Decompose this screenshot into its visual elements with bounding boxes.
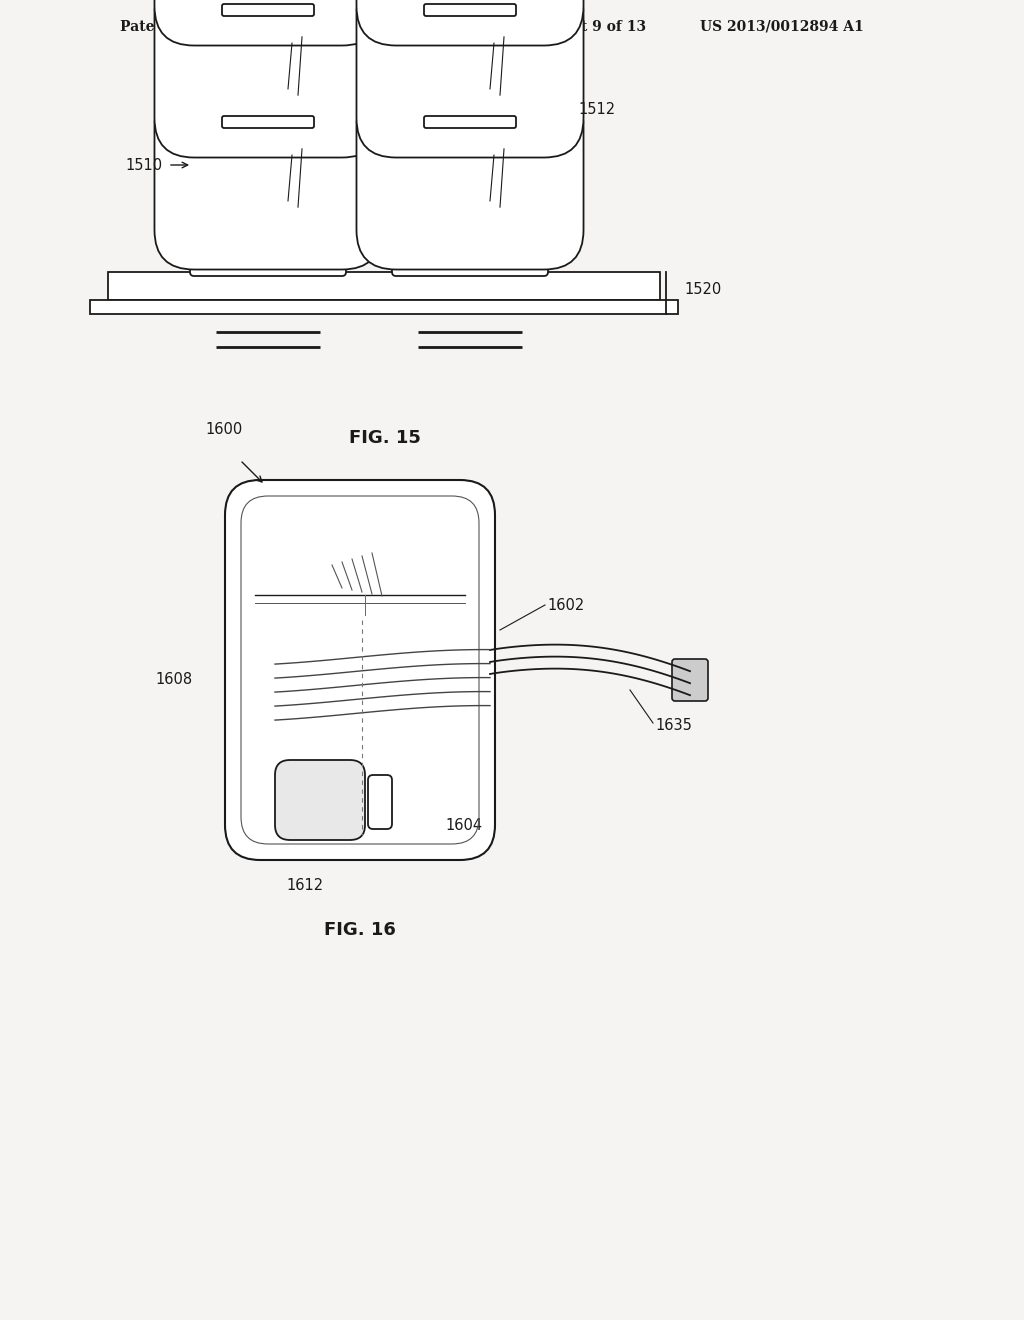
Text: Jan. 10, 2013  Sheet 9 of 13: Jan. 10, 2013 Sheet 9 of 13	[430, 20, 646, 34]
FancyBboxPatch shape	[392, 226, 548, 276]
FancyBboxPatch shape	[275, 760, 365, 840]
FancyBboxPatch shape	[222, 4, 314, 16]
FancyBboxPatch shape	[356, 0, 584, 45]
FancyBboxPatch shape	[155, 0, 382, 157]
FancyBboxPatch shape	[356, 87, 584, 269]
FancyBboxPatch shape	[155, 0, 382, 45]
Text: US 2013/0012894 A1: US 2013/0012894 A1	[700, 20, 864, 34]
Text: FIG. 15: FIG. 15	[349, 429, 421, 447]
Text: 1520: 1520	[684, 281, 721, 297]
FancyBboxPatch shape	[424, 116, 516, 128]
FancyBboxPatch shape	[225, 480, 495, 861]
FancyBboxPatch shape	[155, 87, 382, 269]
Text: 1608: 1608	[156, 672, 193, 688]
Text: 1602: 1602	[547, 598, 585, 612]
Bar	[108, 272, 660, 300]
Text: 1510: 1510	[126, 157, 163, 173]
Text: 1512: 1512	[578, 103, 615, 117]
Text: Patent Application Publication: Patent Application Publication	[120, 20, 359, 34]
FancyBboxPatch shape	[222, 116, 314, 128]
FancyBboxPatch shape	[368, 775, 392, 829]
Text: 1635: 1635	[655, 718, 692, 733]
FancyBboxPatch shape	[672, 659, 708, 701]
Text: 1600: 1600	[205, 422, 243, 437]
Text: FIG. 16: FIG. 16	[324, 921, 396, 939]
Text: 1604: 1604	[445, 817, 482, 833]
FancyBboxPatch shape	[424, 4, 516, 16]
Text: 1612: 1612	[287, 878, 324, 894]
FancyBboxPatch shape	[356, 0, 584, 157]
FancyBboxPatch shape	[190, 226, 346, 276]
Bar	[90, 300, 678, 314]
